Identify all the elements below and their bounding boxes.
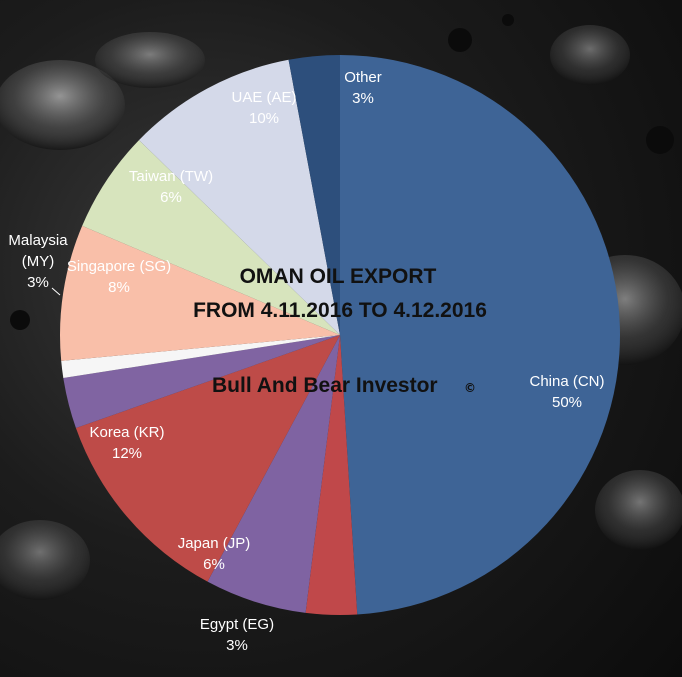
slice-label-uae-ae: UAE (AE) 10% xyxy=(231,89,296,127)
leader-line-malaysia xyxy=(51,287,61,296)
chart-title: OMAN OIL EXPORT xyxy=(240,265,437,288)
slice-percent-taiwan-tw: 6% xyxy=(160,189,182,206)
slice-percent-malaysia-my: 3% xyxy=(27,274,49,291)
slice-label-malaysia-my: Malaysia (MY) 3% xyxy=(8,232,68,291)
copyright-mark: © xyxy=(464,381,476,395)
chart-subtitle: FROM 4.11.2016 TO 4.12.2016 xyxy=(193,299,487,322)
slice-label-taiwan-tw: Taiwan (TW) 6% xyxy=(129,168,213,206)
slice-percent-japan-jp: 6% xyxy=(203,556,225,573)
pie-slice-egypt-eg xyxy=(305,335,358,615)
pie-slice-singapore-sg xyxy=(60,225,340,361)
slice-percent-singapore-sg: 8% xyxy=(108,279,130,296)
slice-label-singapore-sg: Singapore (SG) 8% xyxy=(67,258,171,296)
pie-slice-taiwan-tw xyxy=(82,140,340,335)
pie-slice-china-cn xyxy=(340,55,620,615)
pie-slice-unlabeled xyxy=(63,335,341,429)
pie-slice-japan-jp xyxy=(207,335,340,613)
slice-percent-other: 3% xyxy=(352,90,374,107)
slice-label-egypt-eg: Egypt (EG) 3% xyxy=(200,616,274,654)
slice-label-korea-kr: Korea (KR) 12% xyxy=(89,424,164,462)
slice-percent-uae-ae: 10% xyxy=(249,110,279,127)
pie-slice-korea-kr xyxy=(75,335,341,582)
credit-text: Bull And Bear Investor xyxy=(212,374,438,397)
pie-slice-malaysia-my xyxy=(61,335,341,378)
slice-percent-china-cn: 50% xyxy=(552,394,582,411)
slice-label-japan-jp: Japan (JP) 6% xyxy=(178,535,251,573)
pie-slice-uae-ae xyxy=(138,59,340,336)
slice-percent-egypt-eg: 3% xyxy=(226,637,248,654)
slice-label-other: Other 3% xyxy=(344,69,382,107)
slice-label-china-cn: China (CN) 50% xyxy=(529,373,604,411)
slice-percent-korea-kr: 12% xyxy=(112,445,142,462)
pie-slice-other xyxy=(288,55,340,335)
